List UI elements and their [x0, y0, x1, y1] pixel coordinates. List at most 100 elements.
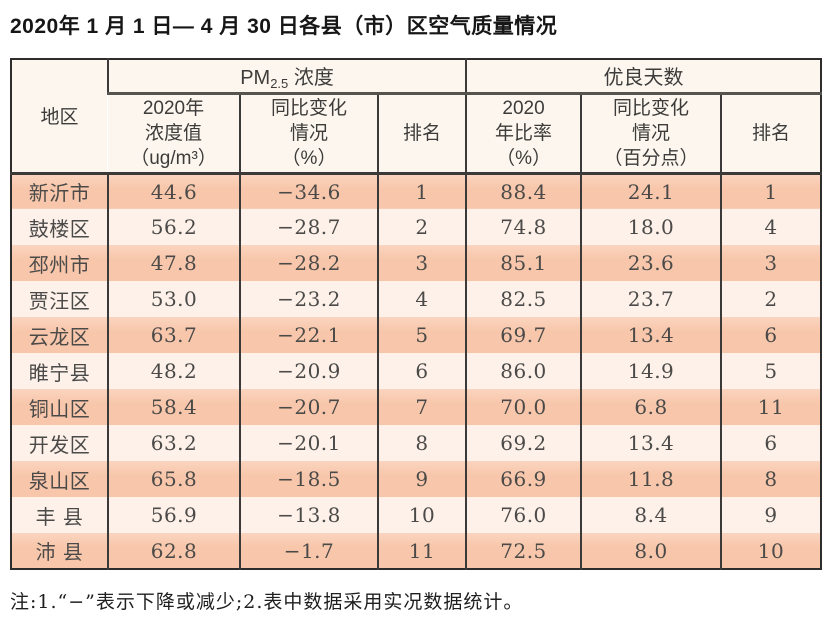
header-sub-row: 2020年 浓度值 （ug/m³） 同比变化 情况 （%） 排名 2020 年比…	[11, 93, 822, 175]
pm25-change-cell: −13.8	[239, 497, 378, 533]
header-pm25-value: 2020年 浓度值 （ug/m³）	[108, 93, 240, 175]
good-change-cell: 13.4	[580, 317, 722, 353]
pm25-rank-cell: 3	[376, 245, 467, 281]
pm25-change-cell: −20.7	[239, 389, 378, 425]
air-quality-table: 地区 PM2.5 浓度 优良天数 2020年 浓度值 （ug/m³） 同比变化 …	[10, 58, 823, 570]
pm25-value-cell: 63.2	[107, 425, 240, 461]
table-row: 贾汪区 53.0 −23.2 4 82.5 23.7 2	[11, 281, 822, 317]
pm25-value-cell: 62.8	[107, 533, 240, 569]
good-rate-cell: 74.8	[465, 209, 582, 245]
good-rate-cell: 76.0	[465, 497, 582, 533]
pm25-value-cell: 48.2	[107, 353, 240, 389]
region-cell: 泉山区	[11, 461, 108, 497]
region-cell: 丰 县	[11, 497, 108, 533]
pm25-rank-cell: 7	[376, 389, 467, 425]
good-change-cell: 14.9	[580, 353, 722, 389]
good-change-cell: 8.0	[580, 533, 722, 569]
good-rank-cell: 6	[720, 317, 822, 353]
pm25-change-cell: −20.1	[239, 425, 378, 461]
region-cell: 新沂市	[11, 173, 108, 209]
good-change-cell: 8.4	[580, 497, 722, 533]
good-rank-cell: 1	[720, 173, 822, 209]
pm25-value-cell: 56.9	[107, 497, 240, 533]
header-good-days-group: 优良天数	[465, 59, 822, 95]
good-rate-cell: 88.4	[465, 173, 582, 209]
table-row: 云龙区 63.7 −22.1 5 69.7 13.4 6	[11, 317, 822, 353]
pm25-value-cell: 56.2	[107, 209, 240, 245]
region-cell: 睢宁县	[11, 353, 108, 389]
pm25-rank-cell: 11	[376, 533, 467, 569]
good-rate-cell: 70.0	[465, 389, 582, 425]
table-row: 铜山区 58.4 −20.7 7 70.0 6.8 11	[11, 389, 822, 425]
good-rate-cell: 85.1	[465, 245, 582, 281]
good-change-cell: 24.1	[580, 173, 722, 209]
header-good-rank: 排名	[720, 93, 822, 175]
pm25-value-cell: 47.8	[107, 245, 240, 281]
table-row: 泉山区 65.8 −18.5 9 66.9 11.8 8	[11, 461, 822, 497]
table-row: 睢宁县 48.2 −20.9 6 86.0 14.9 5	[11, 353, 822, 389]
good-rate-cell: 69.2	[465, 425, 582, 461]
table-row: 开发区 63.2 −20.1 8 69.2 13.4 6	[11, 425, 822, 461]
header-pm25-rank: 排名	[376, 93, 467, 175]
table-header: 地区 PM2.5 浓度 优良天数 2020年 浓度值 （ug/m³） 同比变化 …	[11, 59, 822, 175]
good-change-cell: 23.6	[580, 245, 722, 281]
region-cell: 铜山区	[11, 389, 108, 425]
good-rate-cell: 82.5	[465, 281, 582, 317]
pm25-change-cell: −23.2	[239, 281, 378, 317]
pm25-label: PM	[240, 66, 271, 89]
pm25-rank-cell: 5	[376, 317, 467, 353]
good-rank-cell: 2	[720, 281, 822, 317]
pm25-rank-cell: 4	[376, 281, 467, 317]
good-rate-cell: 66.9	[465, 461, 582, 497]
pm25-value-cell: 53.0	[107, 281, 240, 317]
page-title: 2020年 1 月 1 日— 4 月 30 日各县（市）区空气质量情况	[10, 15, 558, 38]
good-rate-cell: 72.5	[465, 533, 582, 569]
pm25-value-cell: 58.4	[107, 389, 240, 425]
header-region: 地区	[11, 59, 108, 175]
pm25-value-cell: 65.8	[107, 461, 240, 497]
header-good-change: 同比变化 情况 （百分点）	[580, 93, 722, 175]
region-cell: 鼓楼区	[11, 209, 108, 245]
pm25-change-cell: −18.5	[239, 461, 378, 497]
header-pm25-change: 同比变化 情况 （%）	[239, 93, 378, 175]
good-change-cell: 11.8	[580, 461, 722, 497]
pm25-value-cell: 63.7	[107, 317, 240, 353]
good-change-cell: 13.4	[580, 425, 722, 461]
table-row: 邳州市 47.8 −28.2 3 85.1 23.6 3	[11, 245, 822, 281]
pm25-rank-cell: 10	[376, 497, 467, 533]
pm25-change-cell: −1.7	[239, 533, 378, 569]
table-row: 丰 县 56.9 −13.8 10 76.0 8.4 9	[11, 497, 822, 533]
pm25-change-cell: −20.9	[239, 353, 378, 389]
pm25-subscript: 2.5	[270, 75, 289, 91]
region-cell: 邳州市	[11, 245, 108, 281]
table-body: 新沂市 44.6 −34.6 1 88.4 24.1 1 鼓楼区 56.2 −2…	[11, 173, 822, 569]
good-rank-cell: 3	[720, 245, 822, 281]
header-good-rate: 2020 年比率 （%）	[465, 93, 582, 175]
pm25-rank-cell: 2	[376, 209, 467, 245]
good-rank-cell: 4	[720, 209, 822, 245]
header-pm25-group: PM2.5 浓度	[106, 59, 467, 95]
region-cell: 云龙区	[11, 317, 108, 353]
good-rank-cell: 9	[720, 497, 822, 533]
pm25-label-suffix: 浓度	[288, 66, 334, 89]
pm25-rank-cell: 8	[376, 425, 467, 461]
region-cell: 开发区	[11, 425, 108, 461]
good-rank-cell: 8	[720, 461, 822, 497]
good-change-cell: 18.0	[580, 209, 722, 245]
pm25-change-cell: −34.6	[239, 173, 378, 209]
header-group-row: 地区 PM2.5 浓度 优良天数	[11, 59, 822, 175]
pm25-value-cell: 44.6	[107, 173, 240, 209]
region-cell: 沛 县	[11, 533, 108, 569]
table-row: 新沂市 44.6 −34.6 1 88.4 24.1 1	[11, 173, 822, 209]
pm25-rank-cell: 6	[376, 353, 467, 389]
good-rank-cell: 5	[720, 353, 822, 389]
good-rank-cell: 6	[720, 425, 822, 461]
footnote: 注:1.“−”表示下降或减少;2.表中数据采用实况数据统计。	[10, 591, 524, 613]
good-rank-cell: 10	[720, 533, 822, 569]
table-row: 鼓楼区 56.2 −28.7 2 74.8 18.0 4	[11, 209, 822, 245]
pm25-change-cell: −28.7	[239, 209, 378, 245]
good-rank-cell: 11	[720, 389, 822, 425]
table-row: 沛 县 62.8 −1.7 11 72.5 8.0 10	[11, 533, 822, 569]
good-change-cell: 6.8	[580, 389, 722, 425]
good-change-cell: 23.7	[580, 281, 722, 317]
